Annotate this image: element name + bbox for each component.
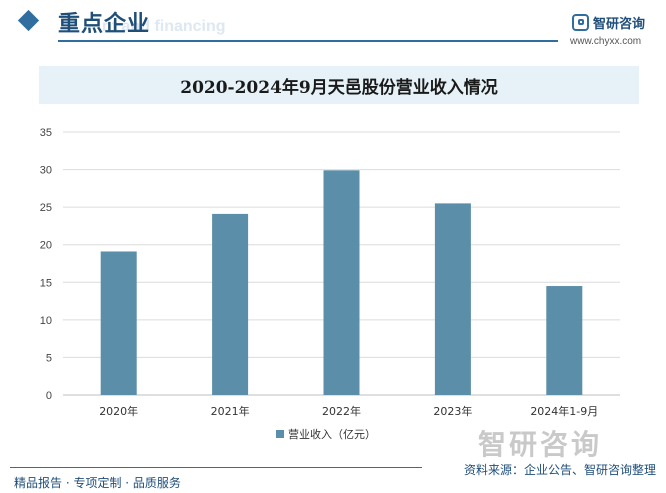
x-tick-label: 2022年 — [322, 404, 361, 418]
bar — [546, 286, 583, 395]
footer-slogan: 精品报告 · 专项定制 · 品质服务 — [14, 476, 181, 490]
bar — [434, 203, 471, 395]
y-tick-label: 30 — [40, 165, 52, 177]
brand-name: 智研咨询 — [593, 17, 646, 32]
y-tick-label: 0 — [46, 390, 52, 402]
x-tick-label: 2020年 — [99, 404, 138, 418]
legend-swatch — [276, 430, 284, 438]
chart-title-band: 2020-2024年9月天邑股份营业收入情况 — [39, 66, 639, 104]
header-divider — [58, 40, 558, 42]
footer-source: 资料来源：企业公告、智研咨询整理 — [463, 463, 656, 477]
y-tick-label: 35 — [40, 127, 52, 139]
y-tick-label: 15 — [40, 277, 52, 289]
y-tick-label: 20 — [40, 240, 52, 252]
y-tick-label: 10 — [40, 315, 52, 327]
y-tick-label: 25 — [40, 202, 52, 214]
bar — [100, 251, 137, 395]
brand-url: www.chyxx.com — [570, 36, 642, 47]
x-tick-label: 2023年 — [433, 404, 472, 418]
y-tick-label: 5 — [46, 352, 52, 364]
bar — [212, 213, 249, 395]
legend-label: 营业收入（亿元） — [288, 427, 376, 441]
page-header: nt and financing 重点企业 智研咨询 www.chyxx.com — [0, 0, 666, 58]
chart-title: 2020-2024年9月天邑股份营业收入情况 — [180, 78, 498, 98]
x-tick-label: 2024年1-9月 — [530, 404, 598, 418]
section-title: 重点企业 — [58, 11, 151, 37]
footer-divider — [10, 467, 422, 468]
watermark-text: 智研咨询 — [478, 428, 603, 461]
x-tick-label: 2021年 — [211, 404, 250, 418]
bar — [323, 170, 360, 395]
brand-logo-icon — [572, 14, 589, 31]
header-ghost-text: nt and financing — [102, 18, 226, 35]
